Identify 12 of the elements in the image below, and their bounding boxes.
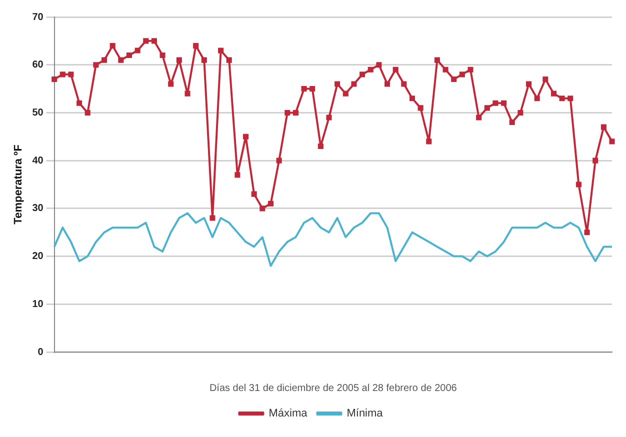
- y-tick-label: 50: [32, 107, 44, 118]
- y-axis-title: Temperatura ºF: [12, 144, 25, 224]
- y-tick-label: 20: [32, 251, 44, 262]
- y-tick-label: 0: [38, 346, 44, 358]
- y-tick-label: 70: [32, 12, 44, 23]
- x-axis-title: Días del 31 de diciembre de 2005 al 28 febrero de 2006: [209, 382, 458, 394]
- legend-label: Máxima: [268, 408, 308, 420]
- y-tick-label: 40: [32, 155, 44, 166]
- legend-label: Mínima: [346, 408, 384, 420]
- y-tick-label: 10: [32, 298, 44, 310]
- y-tick-label: 60: [32, 60, 44, 71]
- y-tick-label: 30: [32, 203, 44, 214]
